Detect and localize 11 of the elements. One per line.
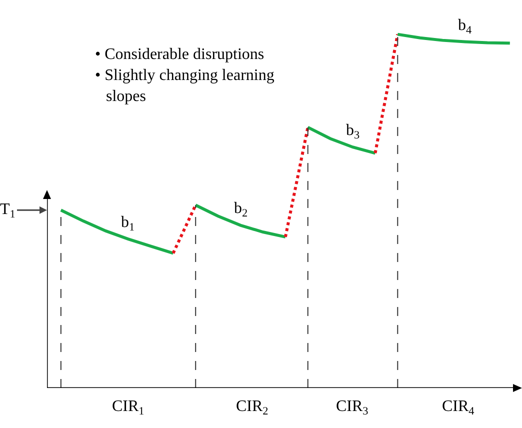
text: CIR$_{1}$	[112, 398, 144, 418]
annotation: b$_{2}$	[234, 200, 248, 220]
annotation: • Considerable disruptions	[95, 45, 266, 65]
text: CIR$_{3}$	[336, 398, 369, 418]
text: T$_{1}$	[0, 201, 16, 220]
annotation: b$_{4}$	[458, 17, 472, 36]
annotation: • Slightly changing learning slopes	[95, 66, 276, 107]
annotation: b$_{3}$	[346, 122, 360, 142]
text: CIR$_{2}$	[236, 398, 268, 418]
annotation: b$_{1}$	[121, 214, 135, 234]
text: CIR$_{4}$	[442, 398, 475, 418]
